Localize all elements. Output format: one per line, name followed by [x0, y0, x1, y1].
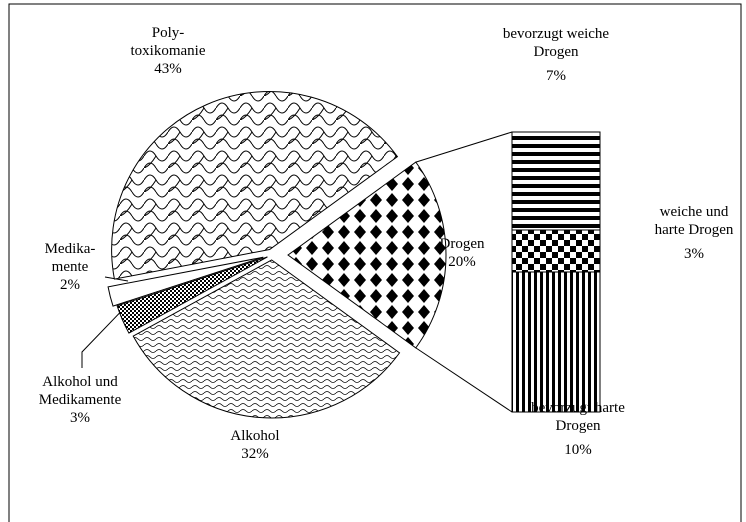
slice-value-label: 32% [241, 446, 269, 462]
pie-slice [287, 161, 447, 349]
bar-segment [511, 271, 601, 413]
bar-label: bevorzugt weiche Drogen [503, 26, 610, 60]
bar-value-label: 10% [564, 442, 592, 458]
connector-line [415, 347, 513, 413]
slice-value-label: 3% [70, 410, 90, 426]
slice-label: Alkohol [230, 428, 279, 444]
bar-value-label: 3% [684, 246, 704, 262]
frame [8, 3, 742, 522]
pie-slice [107, 256, 264, 307]
slice-label: Poly-toxikomanie [131, 25, 206, 59]
slice-value-label: 20% [448, 254, 476, 270]
pie-slice [132, 259, 401, 419]
bar-label: bevorzugt harte Drogen [531, 400, 625, 434]
pie-slice [116, 256, 268, 334]
slice-label: Medika-mente [45, 241, 96, 275]
bar-segment [511, 131, 601, 231]
slice-label: Drogen [440, 236, 485, 252]
leader-line [81, 299, 133, 368]
bar-label: weiche und harte Drogen [655, 204, 734, 238]
slice-value-label: 43% [154, 61, 182, 77]
bar-segment [511, 229, 601, 273]
bar-value-label: 7% [546, 68, 566, 84]
pie-slice [111, 91, 399, 280]
slice-label: Alkohol und Medikamente [39, 374, 122, 408]
slice-value-label: 2% [60, 277, 80, 293]
connector-line [415, 131, 513, 163]
